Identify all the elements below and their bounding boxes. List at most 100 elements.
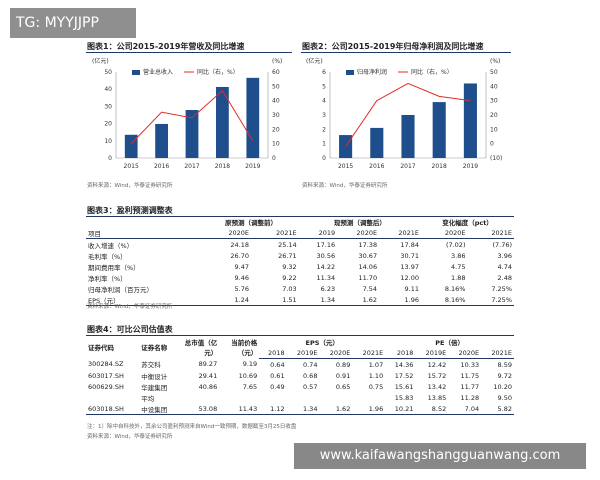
fig4-note: 注：1）除中自科技外，其余公司盈利预测来自Wind一致预期，数据截至3月25日收… — [87, 424, 297, 430]
y-right-tick: 40 — [272, 98, 280, 105]
x-tick: 2018 — [215, 163, 230, 170]
legend-line-label: 同比（右，%） — [197, 68, 239, 76]
table-cell: 8.16% — [444, 284, 466, 293]
table-cell: 苏交科 — [141, 361, 161, 370]
table-cell: 1.24 — [203, 294, 252, 306]
table-cell: 归母净利润（百万元） — [88, 285, 153, 294]
table-cell: 7.03 — [282, 284, 297, 293]
table-cell: 4.75 — [451, 262, 466, 271]
table-row: 归母净利润（百万元） 5.76 7.03 6.23 7.54 9.11 8.16% 7.25% — [86, 283, 514, 294]
fig3-col: 2019 — [298, 227, 338, 239]
table-cell: 1.12 — [259, 403, 287, 415]
table-cell: 1.62 — [319, 403, 353, 415]
y-right-tick: (10) — [490, 155, 502, 162]
fig3-table: 原预测（调整前） 现预测（调整后） 变化幅度（pct） 项目 2020E 202… — [86, 216, 514, 306]
x-tick: 2016 — [154, 163, 169, 170]
table-row: 收入增速（%） 24.18 25.14 17.16 17.38 17.84 (7.02) (7… — [86, 239, 514, 251]
y-left-tick: 40 — [104, 86, 112, 93]
table-cell: 17.52 — [394, 371, 414, 380]
watermark-bottom: www.kaifawangshangguanwang.com — [294, 443, 586, 469]
table-cell: 7.54 — [362, 284, 378, 293]
table-cell: 89.27 — [198, 360, 218, 369]
y-right-tick: 20 — [272, 126, 280, 133]
table-cell: 14.06 — [358, 262, 378, 271]
fig4-year: 2021E — [352, 347, 386, 359]
table-cell — [352, 392, 385, 403]
line-series — [130, 89, 254, 145]
table-row: 603018.SH 中设集团 53.08 11.43 1.12 1.34 1.62 1.96 1… — [86, 403, 514, 415]
table-cell: 24.18 — [230, 240, 250, 249]
table-cell: 13.42 — [427, 382, 447, 391]
table-cell: 13.97 — [400, 262, 420, 271]
fig1-title: 图表1：公司2015-2019年营收及同比增速 — [87, 42, 245, 51]
table-cell: (7.76) — [492, 240, 512, 249]
table-cell: 净利率（%） — [88, 274, 127, 283]
fig3-header-row: 项目 2020E 2021E 2019 2020E 2021E 2020E 20… — [86, 227, 514, 239]
fig4-rule — [86, 335, 514, 336]
table-row: EPS（元） 1.24 1.51 1.34 1.62 1.96 8.16% 7.25% — [86, 294, 514, 306]
table-cell: 9.19 — [242, 360, 258, 369]
table-cell: 7.65 — [242, 382, 258, 391]
table-cell: 11.43 — [219, 403, 260, 415]
x-tick: 2018 — [432, 163, 447, 170]
x-tick: 2015 — [338, 163, 353, 170]
fig4-year: 2020E — [319, 347, 353, 359]
fig4-year: 2019E — [286, 347, 320, 359]
fig3-group: 现预测（调整后） — [333, 218, 386, 227]
table-row: 300284.SZ 苏交科 89.27 9.19 0.64 0.74 0.89 1.07 14.… — [86, 359, 514, 371]
table-row: 603017.SH 中衡设计 29.41 10.69 0.61 0.68 0.91 1.10 1… — [86, 370, 514, 381]
table-cell: 600629.SH — [88, 382, 124, 391]
legend-bar-swatch — [346, 70, 354, 75]
y-left-tick: 1 — [322, 141, 326, 148]
bar — [370, 127, 384, 158]
y-right-tick: 20 — [490, 112, 498, 119]
y-right-tick: 10 — [272, 141, 280, 148]
fig3-col: 2021E — [379, 227, 422, 239]
fig3-group-row: 原预测（调整前） 现预测（调整后） 变化幅度（pct） — [86, 216, 514, 227]
fig3-group: 变化幅度（pct） — [442, 218, 493, 227]
fig4-col: 证券名称 — [141, 344, 168, 353]
table-cell: 12.00 — [400, 273, 420, 282]
table-cell: 1.51 — [251, 294, 299, 306]
table-cell: 603017.SH — [88, 371, 124, 380]
table-cell: 17.84 — [400, 240, 420, 249]
table-cell: 5.82 — [481, 403, 514, 415]
legend-bar-label: 归母净利润 — [357, 68, 387, 76]
table-cell: 期间费用率（%） — [88, 263, 140, 272]
table-cell: 0.75 — [368, 382, 384, 391]
table-cell: 1.34 — [286, 403, 320, 415]
fig4-col: 总市值（亿元） — [184, 339, 218, 358]
table-cell: 0.49 — [270, 382, 285, 391]
table-cell: 29.41 — [198, 371, 218, 380]
y-right-label: (%) — [490, 58, 500, 65]
fig3-col: 2021E — [467, 227, 514, 239]
fig3-col: 2021E — [251, 227, 299, 239]
fig4-year: 2018 — [259, 347, 287, 359]
bar — [185, 110, 199, 158]
table-cell: 11.28 — [460, 393, 480, 402]
table-cell: 30.71 — [400, 251, 420, 260]
table-cell: EPS（元） — [86, 294, 204, 306]
y-left-tick: 3 — [322, 112, 326, 119]
table-cell: 0.57 — [302, 382, 318, 391]
table-cell: 15.72 — [427, 371, 447, 380]
table-row: 毛利率（%） 26.70 26.71 30.56 30.67 30.71 3.86 3.96 — [86, 250, 514, 261]
table-cell: 0.68 — [302, 371, 318, 380]
fig4-col: 证券代码 — [88, 344, 114, 353]
y-right-tick: 0 — [272, 155, 276, 162]
fig3-col: 2020E — [203, 227, 252, 239]
table-cell: 11.75 — [460, 371, 480, 380]
table-cell: 14.36 — [394, 360, 414, 369]
table-cell — [259, 392, 286, 403]
table-cell: 1.07 — [368, 360, 384, 369]
table-cell: 1.96 — [379, 294, 422, 306]
fig4-table: 证券代码 证券名称 总市值（亿元） 当前价格（元） EPS（元） PE（倍） 2… — [86, 336, 514, 415]
fig4-year: 2018 — [385, 347, 416, 359]
fig4-year: 2021E — [481, 347, 514, 359]
bar — [155, 123, 168, 158]
table-cell: 17.16 — [316, 240, 336, 249]
y-left-tick: 30 — [104, 103, 112, 110]
fig3-source: 资料来源：Wind，华泰证券研究所 — [87, 304, 173, 310]
bar — [401, 115, 415, 158]
fig4-col: 当前价格（元） — [231, 339, 258, 358]
